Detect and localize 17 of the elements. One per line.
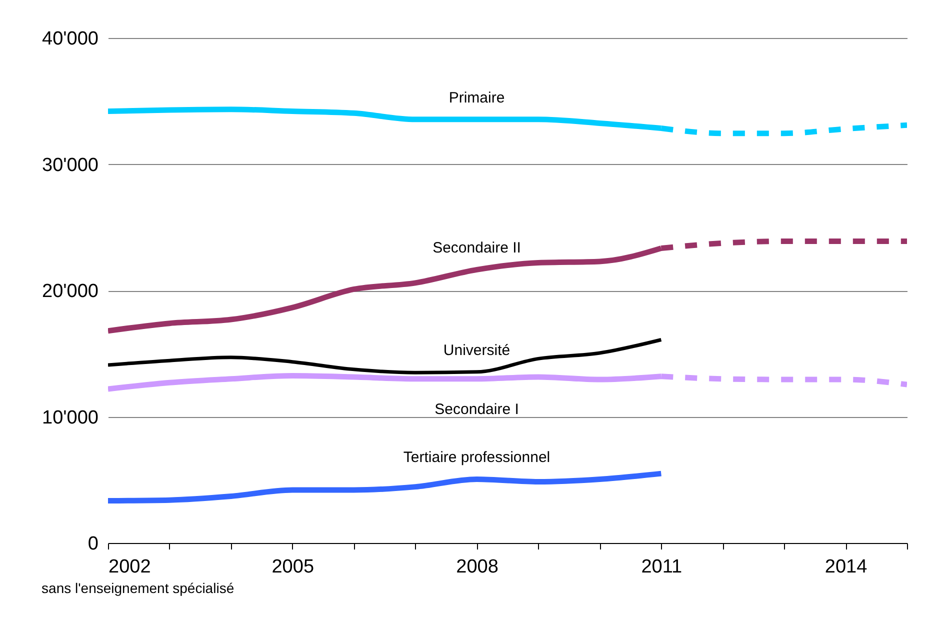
x-tick-label: 2005 [272,556,314,578]
y-tick-label: 30'000 [42,154,98,176]
y-tick-label: 40'000 [42,28,98,50]
series-label: Secondaire I [434,400,519,418]
line-series [108,338,663,374]
series-label: Tertiaire professionnel [403,449,550,466]
x-tick-label: 2014 [824,556,868,578]
y-tick-label: 0 [88,534,98,554]
text: sans l'enseignement spécialisé [42,580,234,596]
y-tick-label: 10'000 [42,407,98,428]
y-tick-label: 20'000 [42,281,98,302]
series-label: Université [443,342,510,359]
x-tick-label: 2002 [108,556,151,578]
x-tick-label: 2008 [456,556,498,578]
x-tick-label: 2011 [641,556,682,578]
series-label: Primaire [448,89,505,106]
series-label: Secondaire II [432,240,521,257]
